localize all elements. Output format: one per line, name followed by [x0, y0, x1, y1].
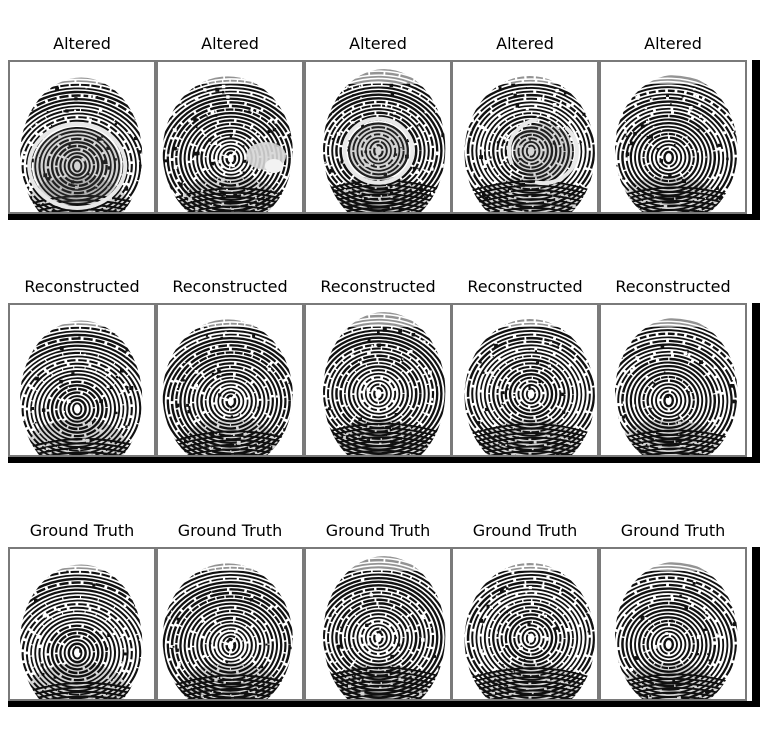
panel-title: Reconstructed [172, 277, 288, 296]
fingerprint-svg [158, 305, 302, 455]
image-strip [8, 60, 760, 220]
fingerprint-image [156, 60, 304, 214]
fingerprint-svg [453, 549, 597, 699]
panel-title: Altered [349, 34, 407, 53]
panel-title: Reconstructed [467, 277, 583, 296]
fingerprint-svg [306, 305, 450, 455]
fingerprint-ridges [162, 319, 293, 455]
fingerprint-image [8, 303, 156, 457]
fingerprint-image [599, 303, 747, 457]
fingerprint-svg [453, 305, 597, 455]
row-titles: Reconstructed Reconstructed Reconstructe… [8, 277, 760, 303]
fingerprint-image [451, 60, 599, 214]
fingerprint-image [8, 60, 156, 214]
row-altered: Altered Altered Altered Altered Altered [8, 34, 760, 220]
strip-edge [752, 60, 760, 220]
fingerprint-image [599, 60, 747, 214]
fingerprint-svg [306, 549, 450, 699]
fingerprint-svg [10, 305, 154, 455]
fingerprint-svg [601, 549, 745, 699]
fingerprint-svg [158, 549, 302, 699]
fingerprint-image [451, 303, 599, 457]
fingerprint-ridges [614, 74, 738, 212]
row-reconstructed: Reconstructed Reconstructed Reconstructe… [8, 277, 760, 463]
strip-edge [752, 303, 760, 463]
row-titles: Altered Altered Altered Altered Altered [8, 34, 760, 60]
fingerprint-svg [453, 62, 597, 212]
strip-edge [752, 547, 760, 707]
fingerprint-image [451, 547, 599, 701]
fingerprint-svg [10, 62, 154, 212]
panel-title: Ground Truth [620, 521, 726, 540]
fingerprint-svg [601, 305, 745, 455]
panel-title: Reconstructed [320, 277, 436, 296]
row-titles: Ground Truth Ground Truth Ground Truth G… [8, 521, 760, 547]
fingerprint-svg [306, 62, 450, 212]
strip-edge [8, 701, 760, 707]
panel-title: Altered [496, 34, 554, 53]
row-ground-truth: Ground Truth Ground Truth Ground Truth G… [8, 521, 760, 707]
fingerprint-image [599, 547, 747, 701]
panel-title: Altered [53, 34, 111, 53]
fingerprint-image [156, 303, 304, 457]
panel-title: Ground Truth [325, 521, 431, 540]
fingerprint-ridges [323, 69, 446, 212]
panel-title: Altered [201, 34, 259, 53]
fingerprint-svg [601, 62, 745, 212]
panel-title: Reconstructed [615, 277, 731, 296]
panel-title: Ground Truth [472, 521, 578, 540]
panel-title: Reconstructed [24, 277, 140, 296]
panel-title: Ground Truth [177, 521, 283, 540]
fingerprint-image [8, 547, 156, 701]
strip-edge [8, 214, 760, 220]
fingerprint-svg [10, 549, 154, 699]
image-strip [8, 547, 760, 707]
fingerprint-image [156, 547, 304, 701]
fingerprint-image [304, 547, 452, 701]
panel-title: Ground Truth [29, 521, 135, 540]
panel-title: Altered [644, 34, 702, 53]
fingerprint-svg [158, 62, 302, 212]
fingerprint-image [304, 303, 452, 457]
fingerprint-image [304, 60, 452, 214]
strip-edge [8, 457, 760, 463]
image-strip [8, 303, 760, 463]
